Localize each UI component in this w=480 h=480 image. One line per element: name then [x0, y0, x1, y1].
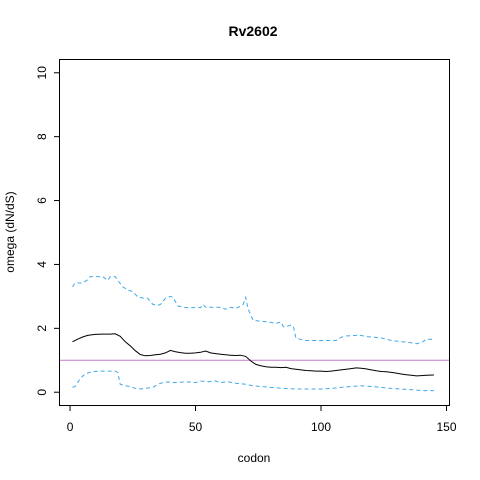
series-line-lower-bound — [72, 370, 434, 392]
y-tick-label: 4 — [35, 261, 49, 268]
series-line-estimate — [72, 333, 434, 377]
x-axis: 0 50 100 150 — [67, 405, 457, 434]
x-axis-label: codon — [238, 451, 271, 465]
y-axis: 0 2 4 6 8 10 — [35, 66, 60, 396]
x-tick-label: 150 — [436, 420, 456, 434]
y-tick-label: 8 — [35, 133, 49, 140]
y-tick-label: 6 — [35, 197, 49, 204]
y-axis-label: omega (dN/dS) — [3, 191, 17, 272]
chart-title: Rv2602 — [228, 23, 277, 39]
y-tick-label: 2 — [35, 325, 49, 332]
y-tick-label: 10 — [35, 66, 49, 80]
plot-area — [60, 276, 449, 392]
x-tick-label: 100 — [311, 420, 331, 434]
x-tick-label: 50 — [189, 420, 203, 434]
plot-frame — [59, 59, 450, 406]
y-tick-label: 0 — [35, 389, 49, 396]
series-line-upper-bound — [72, 276, 434, 345]
x-tick-label: 0 — [67, 420, 74, 434]
